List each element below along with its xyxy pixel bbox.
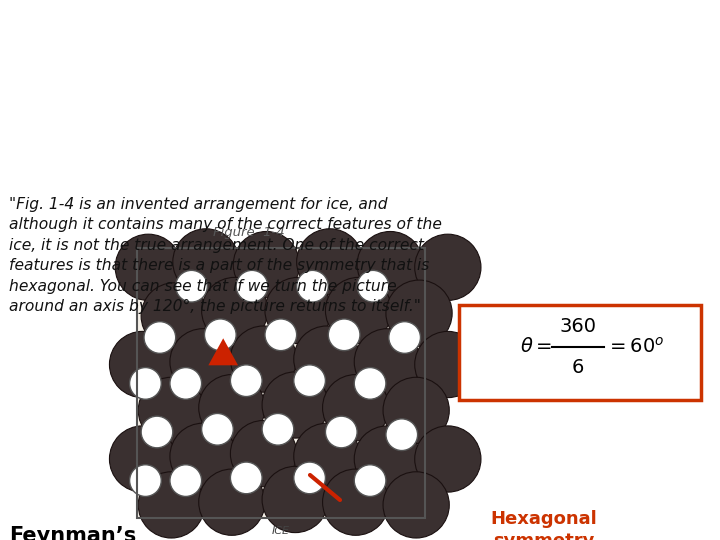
Circle shape xyxy=(138,472,204,538)
Circle shape xyxy=(170,423,236,489)
Circle shape xyxy=(109,332,176,397)
Circle shape xyxy=(294,326,360,392)
Circle shape xyxy=(141,283,207,349)
Text: $= 60^o$: $= 60^o$ xyxy=(606,336,665,356)
Circle shape xyxy=(323,375,389,441)
Circle shape xyxy=(141,416,173,448)
Circle shape xyxy=(297,271,328,302)
Circle shape xyxy=(325,416,357,448)
Circle shape xyxy=(230,462,262,494)
Circle shape xyxy=(265,319,297,350)
Circle shape xyxy=(204,319,236,350)
Circle shape xyxy=(357,232,423,298)
Circle shape xyxy=(262,414,294,445)
Circle shape xyxy=(202,278,268,343)
Circle shape xyxy=(170,465,202,496)
Bar xyxy=(137,248,425,518)
Circle shape xyxy=(230,421,297,487)
Circle shape xyxy=(389,322,420,353)
Circle shape xyxy=(294,423,360,489)
Circle shape xyxy=(383,377,449,443)
Circle shape xyxy=(130,368,161,399)
Circle shape xyxy=(202,414,233,445)
Circle shape xyxy=(415,332,481,397)
Circle shape xyxy=(294,462,325,494)
Text: $\theta =$: $\theta =$ xyxy=(520,337,552,356)
Circle shape xyxy=(173,229,239,295)
Circle shape xyxy=(325,278,392,343)
Text: "Fig. 1-4 is an invented arrangement for ice, and
although it contains many of t: "Fig. 1-4 is an invented arrangement for… xyxy=(9,197,441,314)
Circle shape xyxy=(386,280,452,346)
Circle shape xyxy=(323,469,389,535)
Circle shape xyxy=(170,329,236,395)
Circle shape xyxy=(176,271,207,302)
Text: 6: 6 xyxy=(572,359,584,377)
Circle shape xyxy=(415,234,481,300)
Text: Figure  1-4: Figure 1-4 xyxy=(212,226,284,239)
Circle shape xyxy=(297,229,363,295)
Circle shape xyxy=(265,278,331,343)
Text: 360: 360 xyxy=(559,318,596,336)
Circle shape xyxy=(199,375,265,441)
Circle shape xyxy=(354,329,420,395)
Circle shape xyxy=(236,271,268,302)
Circle shape xyxy=(170,368,202,399)
Circle shape xyxy=(144,322,176,353)
Circle shape xyxy=(230,365,262,396)
Circle shape xyxy=(233,232,300,298)
Circle shape xyxy=(294,365,325,396)
Text: Feynman’s
Lectures
on Physics
Vol 1
Chap 1
Fig. 1-4: Feynman’s Lectures on Physics Vol 1 Chap… xyxy=(9,526,136,540)
Circle shape xyxy=(230,326,297,392)
Circle shape xyxy=(262,467,328,532)
Circle shape xyxy=(386,419,418,450)
Polygon shape xyxy=(208,338,238,365)
Circle shape xyxy=(130,465,161,496)
Circle shape xyxy=(415,426,481,492)
Circle shape xyxy=(354,368,386,399)
Circle shape xyxy=(115,234,181,300)
Text: ICE: ICE xyxy=(272,526,289,536)
Bar xyxy=(459,305,701,400)
Circle shape xyxy=(138,377,204,443)
Circle shape xyxy=(354,426,420,492)
Circle shape xyxy=(354,465,386,496)
Circle shape xyxy=(262,372,328,438)
Text: Hexagonal
symmetry: Hexagonal symmetry xyxy=(490,510,597,540)
Circle shape xyxy=(357,271,389,302)
Circle shape xyxy=(109,426,176,492)
Circle shape xyxy=(328,319,360,350)
Circle shape xyxy=(199,469,265,535)
Bar xyxy=(137,248,425,518)
Circle shape xyxy=(383,472,449,538)
